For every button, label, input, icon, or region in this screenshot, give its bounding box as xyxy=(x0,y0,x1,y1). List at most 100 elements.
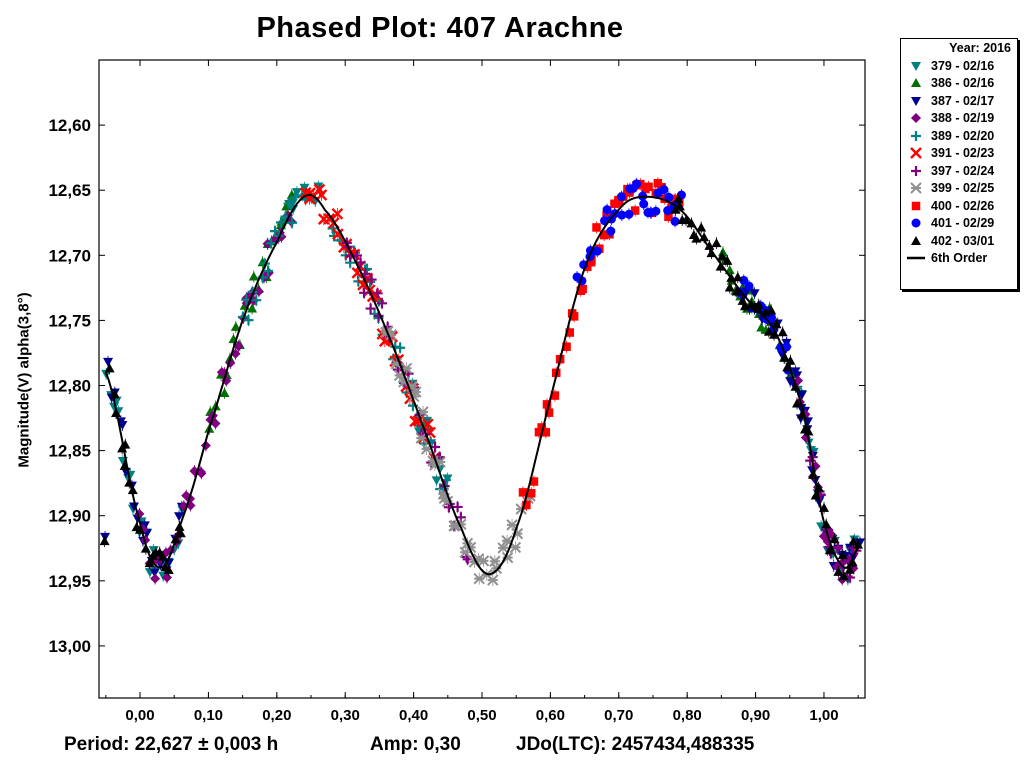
y-tick-label: 12,60 xyxy=(48,116,91,135)
series-5 xyxy=(299,183,441,465)
legend-marker xyxy=(911,61,921,71)
series-10 xyxy=(99,192,863,583)
y-tick-label: 12,65 xyxy=(48,181,91,200)
data-point xyxy=(731,286,742,296)
data-point xyxy=(253,286,264,297)
legend-marker xyxy=(911,165,921,176)
plot-area: 0,00 0,10 0,20 0,30 0,40 0,50 0,60 0,70 0,80 0,90… xyxy=(48,59,866,724)
legend-entry: 387 - 02/17 xyxy=(901,92,1017,110)
axis-ticks: 0,00 0,10 0,20 0,30 0,40 0,50 0,60 0,70 0,80 0,90… xyxy=(48,60,865,724)
data-point xyxy=(699,232,710,242)
legend-entry-fit: 6th Order xyxy=(901,250,1017,268)
legend-entry-label: 391 - 02/23 xyxy=(931,146,995,161)
data-points xyxy=(99,177,865,587)
x-tick-label: 0,10 xyxy=(194,707,223,724)
series-3 xyxy=(134,209,859,586)
data-point xyxy=(606,226,616,236)
legend-entry: 388 - 02/19 xyxy=(901,110,1017,128)
data-point xyxy=(376,298,387,309)
data-point xyxy=(550,391,560,400)
legend-marker xyxy=(911,130,921,141)
data-point xyxy=(529,477,539,486)
x-tick-label: 1,00 xyxy=(809,707,838,724)
legend-entry-label: 386 - 02/16 xyxy=(931,76,995,91)
data-point xyxy=(127,485,138,495)
legend-marker xyxy=(910,182,922,194)
legend-entry-label: 400 - 02/26 xyxy=(931,198,995,213)
data-point xyxy=(911,96,921,106)
data-point xyxy=(359,287,370,298)
data-point xyxy=(586,257,596,267)
data-point xyxy=(103,357,114,367)
data-point xyxy=(230,321,241,331)
legend-entry-label: 402 - 03/01 xyxy=(931,233,995,248)
data-point xyxy=(365,303,376,314)
data-point xyxy=(233,341,244,352)
legend-entry: 399 - 02/25 xyxy=(901,180,1017,198)
legend-entry: 397 - 02/24 xyxy=(901,162,1017,180)
legend-marker xyxy=(911,235,921,245)
data-point xyxy=(219,388,230,398)
data-point xyxy=(651,206,661,216)
data-point xyxy=(243,315,254,326)
data-point xyxy=(251,295,262,306)
data-point xyxy=(263,265,274,276)
data-point xyxy=(696,222,707,232)
chart-title: Phased Plot: 407 Arachne xyxy=(256,12,624,44)
series-0 xyxy=(101,180,865,586)
data-point xyxy=(639,199,649,209)
data-point xyxy=(139,521,150,531)
data-point xyxy=(910,182,922,194)
fit-curve xyxy=(104,193,859,576)
data-point xyxy=(717,251,728,261)
data-point xyxy=(565,328,575,337)
data-point xyxy=(911,201,921,210)
data-point xyxy=(792,371,803,381)
y-tick-label: 12,80 xyxy=(48,377,91,396)
legend-entry-label: 6th Order xyxy=(931,251,988,266)
legend-entry-label: 397 - 02/24 xyxy=(931,163,995,178)
data-point xyxy=(522,500,531,510)
data-point xyxy=(276,217,287,228)
data-point xyxy=(852,539,863,549)
data-point xyxy=(848,536,859,546)
data-point xyxy=(681,215,692,225)
data-point xyxy=(283,198,294,209)
footer-jdo: JDo(LTC): 2457434,488335 xyxy=(516,734,755,755)
data-point xyxy=(599,230,609,240)
data-point xyxy=(663,206,673,216)
data-point xyxy=(791,398,802,408)
data-point xyxy=(526,488,536,498)
legend-line-marker xyxy=(907,257,925,260)
legend-title: Year: 2016 xyxy=(949,41,1011,55)
data-point xyxy=(739,275,749,285)
data-point xyxy=(732,272,743,282)
legend-entry: 400 - 02/26 xyxy=(901,197,1017,215)
data-point xyxy=(781,342,791,352)
data-point xyxy=(248,271,259,281)
data-point xyxy=(911,130,921,141)
data-point xyxy=(617,210,627,220)
data-point xyxy=(763,326,774,336)
data-point xyxy=(717,247,728,257)
data-point xyxy=(664,192,674,202)
data-point xyxy=(174,512,185,522)
data-point xyxy=(753,299,764,309)
legend-marker xyxy=(911,96,921,106)
data-point xyxy=(372,288,383,299)
legend-marker xyxy=(910,147,922,160)
data-point xyxy=(99,536,110,546)
data-point xyxy=(299,187,312,199)
data-point xyxy=(670,216,680,226)
data-point xyxy=(911,61,921,71)
data-point xyxy=(366,274,377,285)
legend-entry-label: 388 - 02/19 xyxy=(931,111,995,126)
footer-amplitude: Amp: 0,30 xyxy=(370,734,461,755)
data-point xyxy=(395,342,406,353)
data-point xyxy=(299,183,310,193)
data-point xyxy=(332,228,344,240)
legend-entry-label: 401 - 02/29 xyxy=(931,216,995,231)
x-tick-label: 0,80 xyxy=(673,707,702,724)
data-point xyxy=(578,284,587,294)
data-point xyxy=(149,568,160,578)
